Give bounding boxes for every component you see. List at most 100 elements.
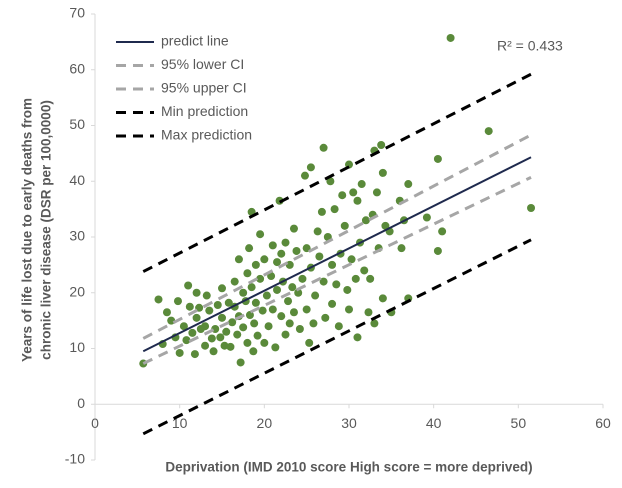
- point: [245, 311, 254, 320]
- point: [305, 338, 314, 347]
- x-tick-label: 20: [257, 415, 273, 431]
- point: [281, 330, 290, 339]
- point: [256, 274, 265, 283]
- point: [201, 322, 210, 331]
- point: [179, 322, 188, 331]
- point: [167, 316, 176, 325]
- point: [313, 227, 322, 236]
- point: [353, 196, 362, 205]
- point: [256, 230, 265, 239]
- point: [309, 319, 318, 328]
- x-axis-label: Deprivation (IMD 2010 score High score =…: [165, 460, 532, 475]
- point: [302, 305, 311, 314]
- point: [330, 205, 339, 214]
- y-tick-label: 60: [69, 60, 85, 76]
- point: [328, 260, 337, 269]
- point: [360, 266, 369, 275]
- x-tick-label: 0: [91, 415, 99, 431]
- legend-label: 95% upper CI: [161, 80, 247, 96]
- point: [294, 288, 303, 297]
- point: [247, 283, 256, 292]
- point: [381, 221, 390, 230]
- legend-label: Max prediction: [161, 127, 252, 143]
- point: [446, 33, 455, 42]
- point: [251, 260, 260, 269]
- point: [273, 258, 282, 267]
- point: [397, 244, 406, 253]
- point: [289, 308, 298, 317]
- point: [317, 207, 326, 216]
- point: [233, 330, 242, 339]
- point: [162, 308, 171, 317]
- point: [154, 295, 163, 304]
- point: [250, 319, 259, 328]
- x-tick-label: 40: [426, 415, 442, 431]
- point: [228, 318, 237, 327]
- point: [234, 255, 243, 264]
- point: [207, 334, 216, 343]
- point: [222, 327, 231, 336]
- point: [288, 283, 297, 292]
- point: [190, 350, 199, 359]
- point: [185, 302, 194, 311]
- legend-box: [108, 30, 288, 154]
- point: [188, 328, 197, 337]
- x-tick-label: 30: [341, 415, 357, 431]
- point: [292, 246, 301, 255]
- point: [218, 313, 226, 322]
- point: [173, 297, 182, 306]
- y-tick-label: 30: [69, 228, 85, 244]
- point: [422, 213, 431, 222]
- point: [245, 244, 254, 253]
- point: [357, 180, 366, 189]
- point: [345, 305, 353, 314]
- y-tick-label: -10: [65, 451, 85, 467]
- legend-label: 95% lower CI: [161, 56, 244, 72]
- y-tick-label: 0: [77, 395, 85, 411]
- series-line: [142, 175, 532, 365]
- point: [277, 249, 286, 258]
- point: [377, 141, 386, 150]
- point: [258, 306, 267, 315]
- legend-label: Min prediction: [161, 103, 248, 119]
- point: [192, 288, 201, 297]
- point: [334, 322, 343, 331]
- point: [239, 288, 248, 297]
- point: [182, 336, 191, 345]
- point: [343, 285, 352, 294]
- point: [484, 127, 493, 136]
- point: [351, 274, 360, 283]
- y-tick-label: 40: [69, 172, 85, 188]
- point: [298, 274, 307, 283]
- point: [224, 298, 233, 307]
- point: [289, 224, 298, 233]
- point: [192, 313, 201, 322]
- y-tick-label: 10: [69, 339, 85, 355]
- series-line: [142, 156, 532, 353]
- point: [268, 241, 277, 250]
- point: [260, 255, 269, 264]
- point: [195, 303, 204, 312]
- point: [306, 163, 315, 172]
- point: [378, 168, 387, 177]
- point: [326, 177, 335, 186]
- point: [319, 277, 328, 286]
- point: [311, 291, 320, 300]
- point: [253, 331, 262, 340]
- point: [201, 341, 210, 350]
- point: [378, 294, 387, 303]
- point: [438, 227, 447, 236]
- point: [321, 313, 330, 322]
- point: [205, 306, 214, 315]
- point: [243, 269, 252, 278]
- point: [364, 308, 373, 317]
- point: [353, 333, 362, 342]
- point: [284, 297, 293, 306]
- point: [277, 312, 286, 321]
- point: [273, 285, 282, 294]
- point: [372, 188, 381, 197]
- point: [370, 319, 379, 328]
- point: [340, 221, 349, 230]
- point: [218, 284, 226, 293]
